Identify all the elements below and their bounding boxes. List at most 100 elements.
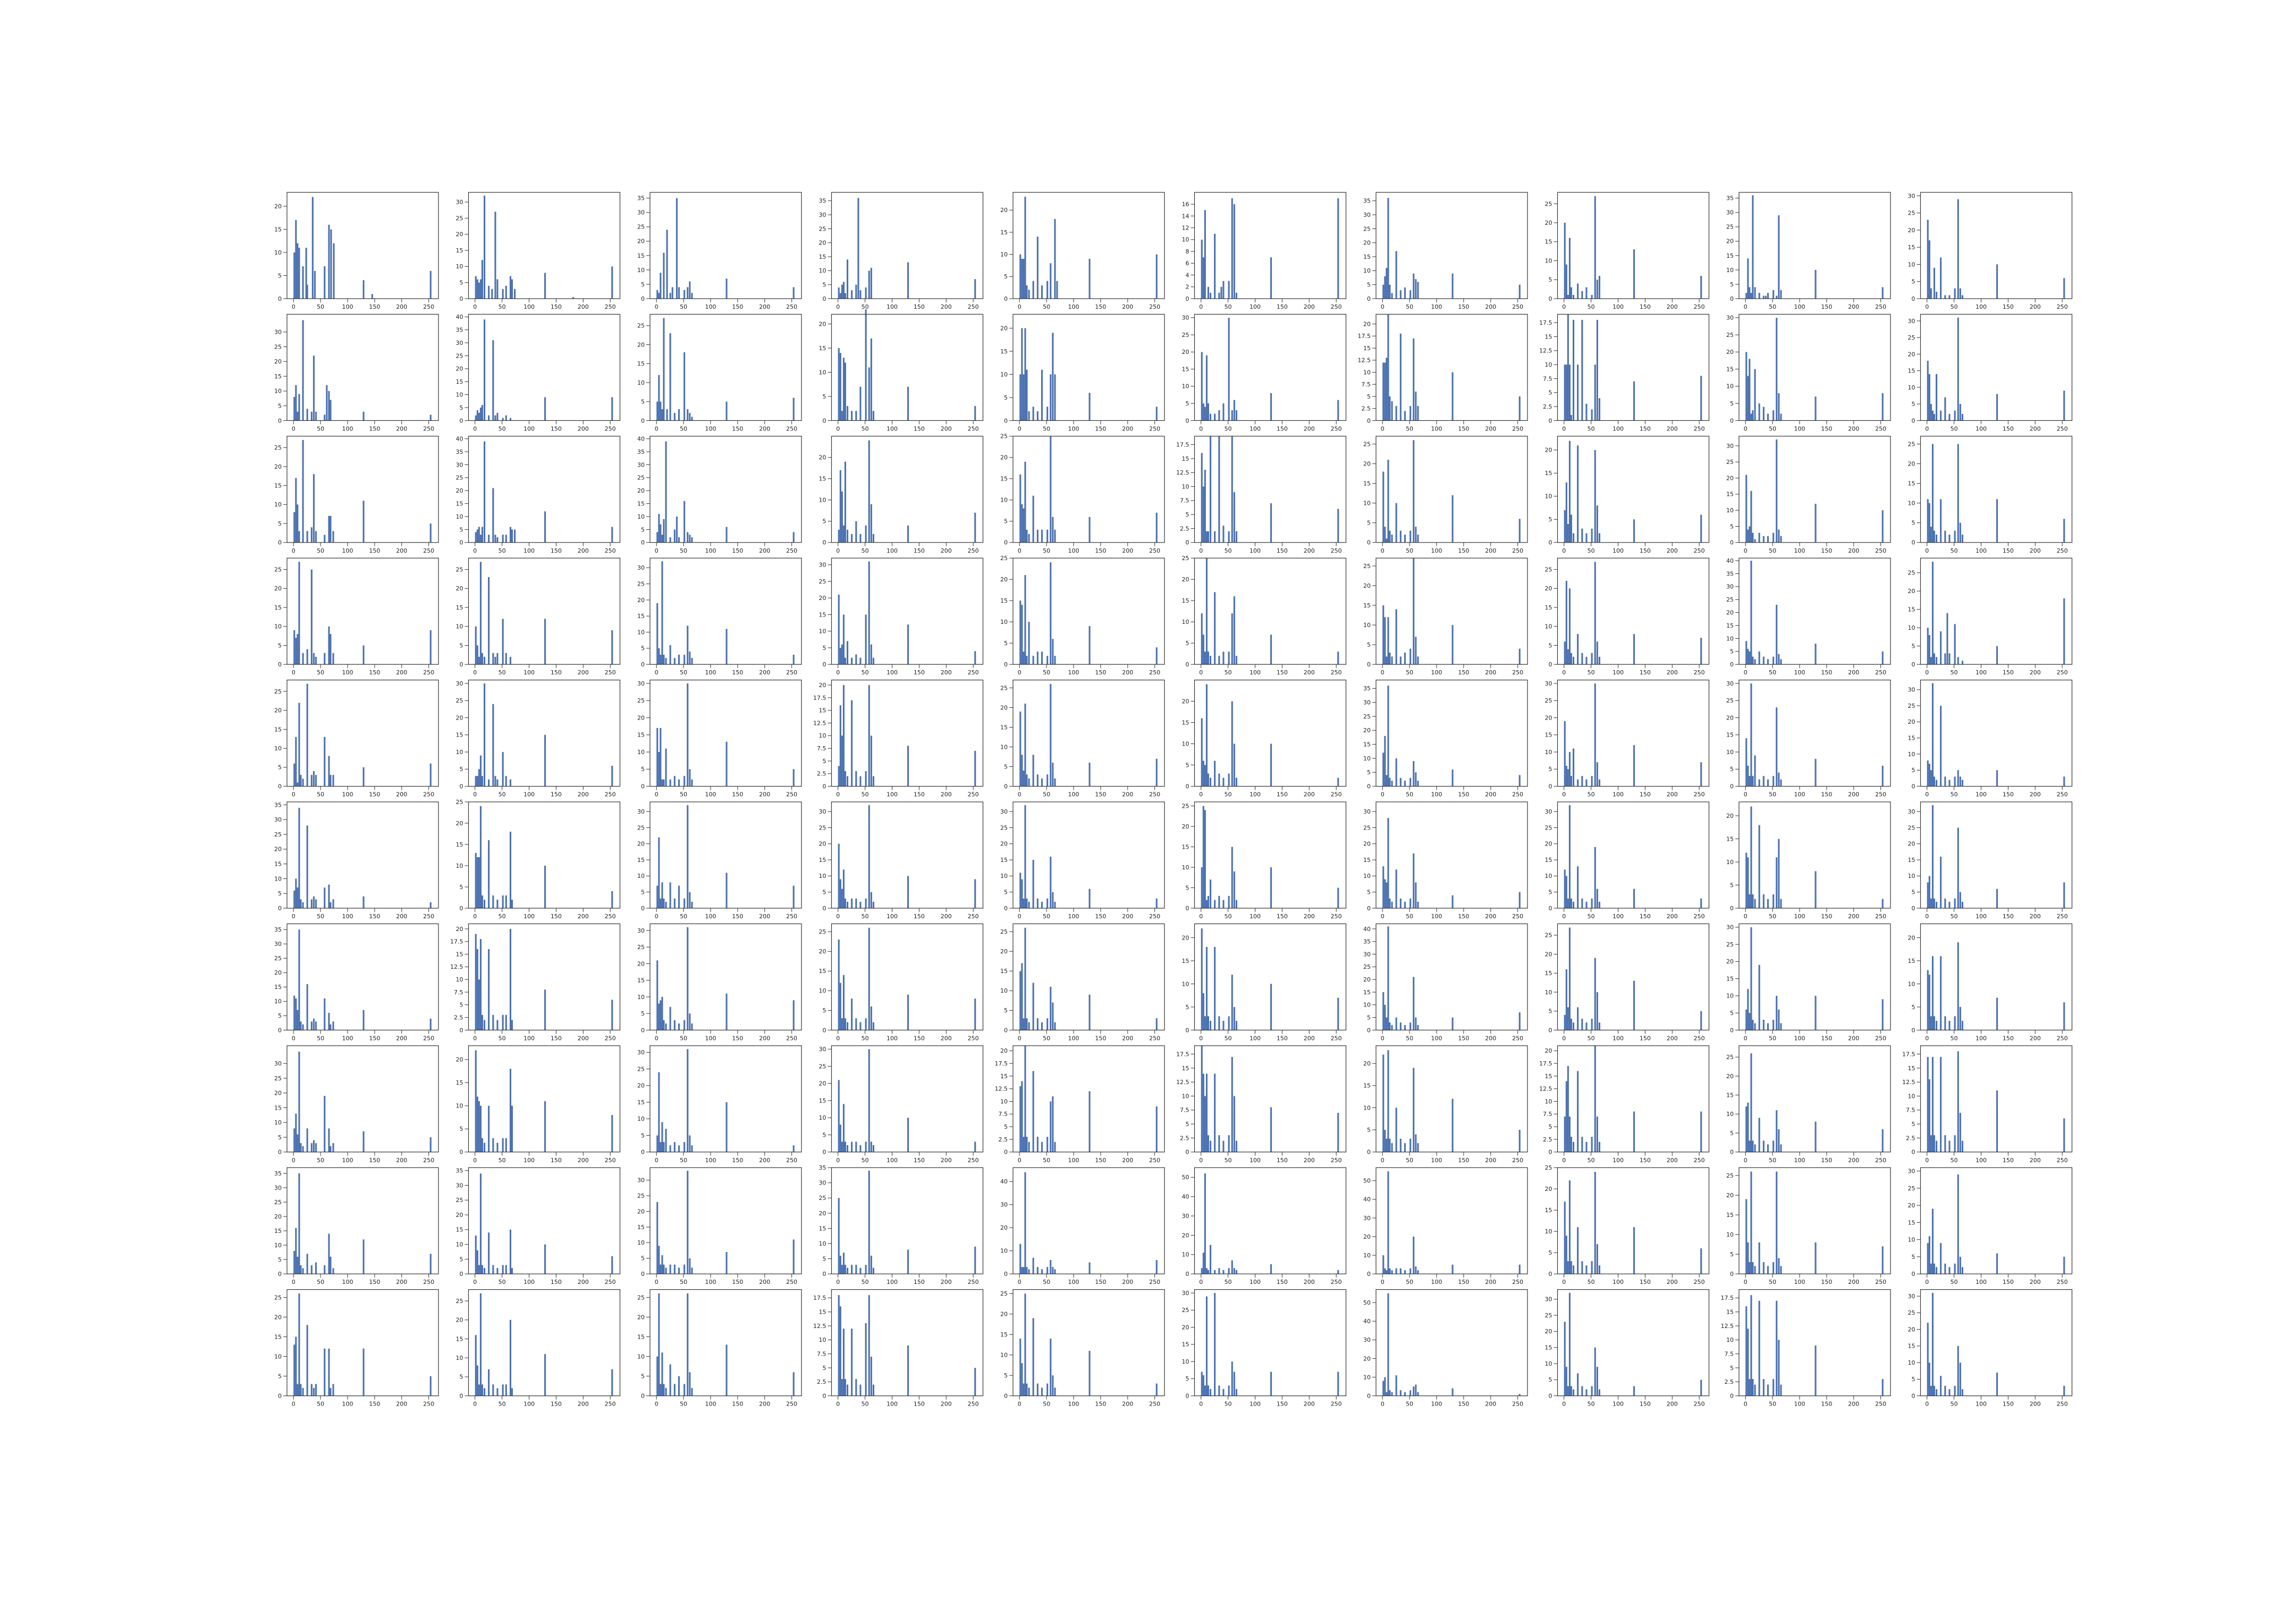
bar: [502, 895, 504, 908]
bar: [658, 1293, 660, 1396]
bar: [505, 895, 507, 908]
y-tick-label: 5: [823, 518, 826, 525]
y-tick-label: 20: [1363, 320, 1371, 327]
bar: [1758, 779, 1760, 786]
bar: [842, 1104, 845, 1152]
y-tick-label: 20: [1545, 1328, 1552, 1335]
x-tick-label: 50: [1769, 303, 1776, 310]
bar: [1032, 983, 1034, 1030]
bar: [1214, 233, 1216, 299]
bar: [1518, 775, 1521, 786]
bar: [1931, 444, 1934, 543]
y-tick-label: 10: [456, 749, 463, 756]
bar: [1235, 292, 1237, 299]
y-tick-label: 15: [1726, 835, 1734, 842]
bar: [511, 529, 513, 543]
bar: [1745, 1306, 1748, 1396]
bar: [842, 525, 845, 543]
bar: [514, 529, 516, 543]
bar: [1233, 1268, 1235, 1274]
bar: [678, 1376, 680, 1396]
bar: [1228, 1135, 1230, 1152]
bar: [689, 281, 691, 299]
x-tick-label: 150: [1640, 1157, 1651, 1164]
y-tick-label: 30: [1000, 808, 1008, 815]
y-tick-label: 10: [1182, 1093, 1189, 1099]
x-tick-label: 50: [1588, 547, 1595, 554]
y-tick-label: 10: [1182, 740, 1189, 747]
bar: [841, 889, 843, 908]
x-tick-label: 200: [1667, 303, 1678, 310]
bar: [1386, 1392, 1388, 1396]
bar: [855, 411, 857, 421]
x-tick-label: 50: [862, 1035, 869, 1042]
y-tick-label: 20: [1908, 1202, 1915, 1209]
bar: [855, 771, 857, 786]
x-tick-label: 150: [1095, 303, 1106, 310]
bar: [1231, 847, 1233, 908]
x-tick-label: 250: [423, 1035, 434, 1042]
y-tick-label: 0: [641, 783, 645, 790]
x-tick-label: 50: [680, 669, 687, 676]
bar: [847, 1384, 849, 1396]
bar: [1201, 239, 1203, 299]
bar: [315, 531, 317, 543]
y-tick-label: 15: [1908, 1343, 1915, 1350]
bar: [660, 1142, 662, 1152]
x-tick-label: 50: [1769, 913, 1776, 920]
bar: [1780, 1023, 1782, 1030]
bar: [907, 994, 909, 1030]
x-tick-label: 50: [1043, 913, 1050, 920]
x-tick-label: 0: [473, 1279, 477, 1285]
y-tick-label: 25: [456, 352, 463, 359]
bar: [1041, 778, 1043, 786]
y-tick-label: 20: [819, 454, 826, 461]
bar: [1928, 635, 1930, 665]
bar: [1959, 288, 1961, 299]
x-tick-label: 150: [732, 669, 743, 676]
y-tick-label: 10: [1908, 1237, 1915, 1244]
bar: [1202, 635, 1204, 665]
bar: [1050, 263, 1052, 299]
bar: [295, 220, 297, 299]
bar: [1387, 1050, 1389, 1152]
x-tick-label: 200: [1667, 913, 1678, 920]
bar: [841, 644, 843, 665]
axes-frame: [1194, 801, 1347, 909]
x-tick-label: 250: [605, 303, 616, 310]
bar: [1382, 992, 1385, 1030]
bar: [1881, 1379, 1884, 1396]
x-tick-label: 0: [473, 1401, 477, 1408]
x-tick-label: 0: [1744, 1401, 1748, 1408]
y-tick-label: 20: [1182, 1232, 1189, 1239]
y-tick-label: 0: [278, 295, 282, 302]
bar: [1772, 894, 1775, 908]
y-tick-label: 0: [460, 1271, 463, 1278]
bar: [1415, 882, 1417, 908]
bar: [663, 898, 665, 908]
bar: [1389, 653, 1391, 665]
bar: [1270, 984, 1272, 1030]
y-tick-label: 25: [274, 688, 282, 695]
x-tick-label: 50: [1406, 1035, 1413, 1042]
bar: [1041, 369, 1043, 421]
bar: [1776, 1300, 1778, 1396]
bar: [725, 278, 728, 299]
bar: [669, 779, 671, 786]
bar: [1054, 1388, 1056, 1396]
x-tick-label: 100: [887, 791, 898, 798]
x-tick-label: 150: [914, 425, 925, 432]
y-tick-label: 5: [278, 1134, 282, 1141]
bar: [1389, 1022, 1391, 1030]
x-tick-label: 100: [1431, 1279, 1442, 1285]
bar: [330, 1146, 332, 1152]
y-tick-label: 0: [460, 295, 463, 302]
bar: [851, 1141, 853, 1152]
x-tick-label: 50: [1588, 1157, 1595, 1164]
